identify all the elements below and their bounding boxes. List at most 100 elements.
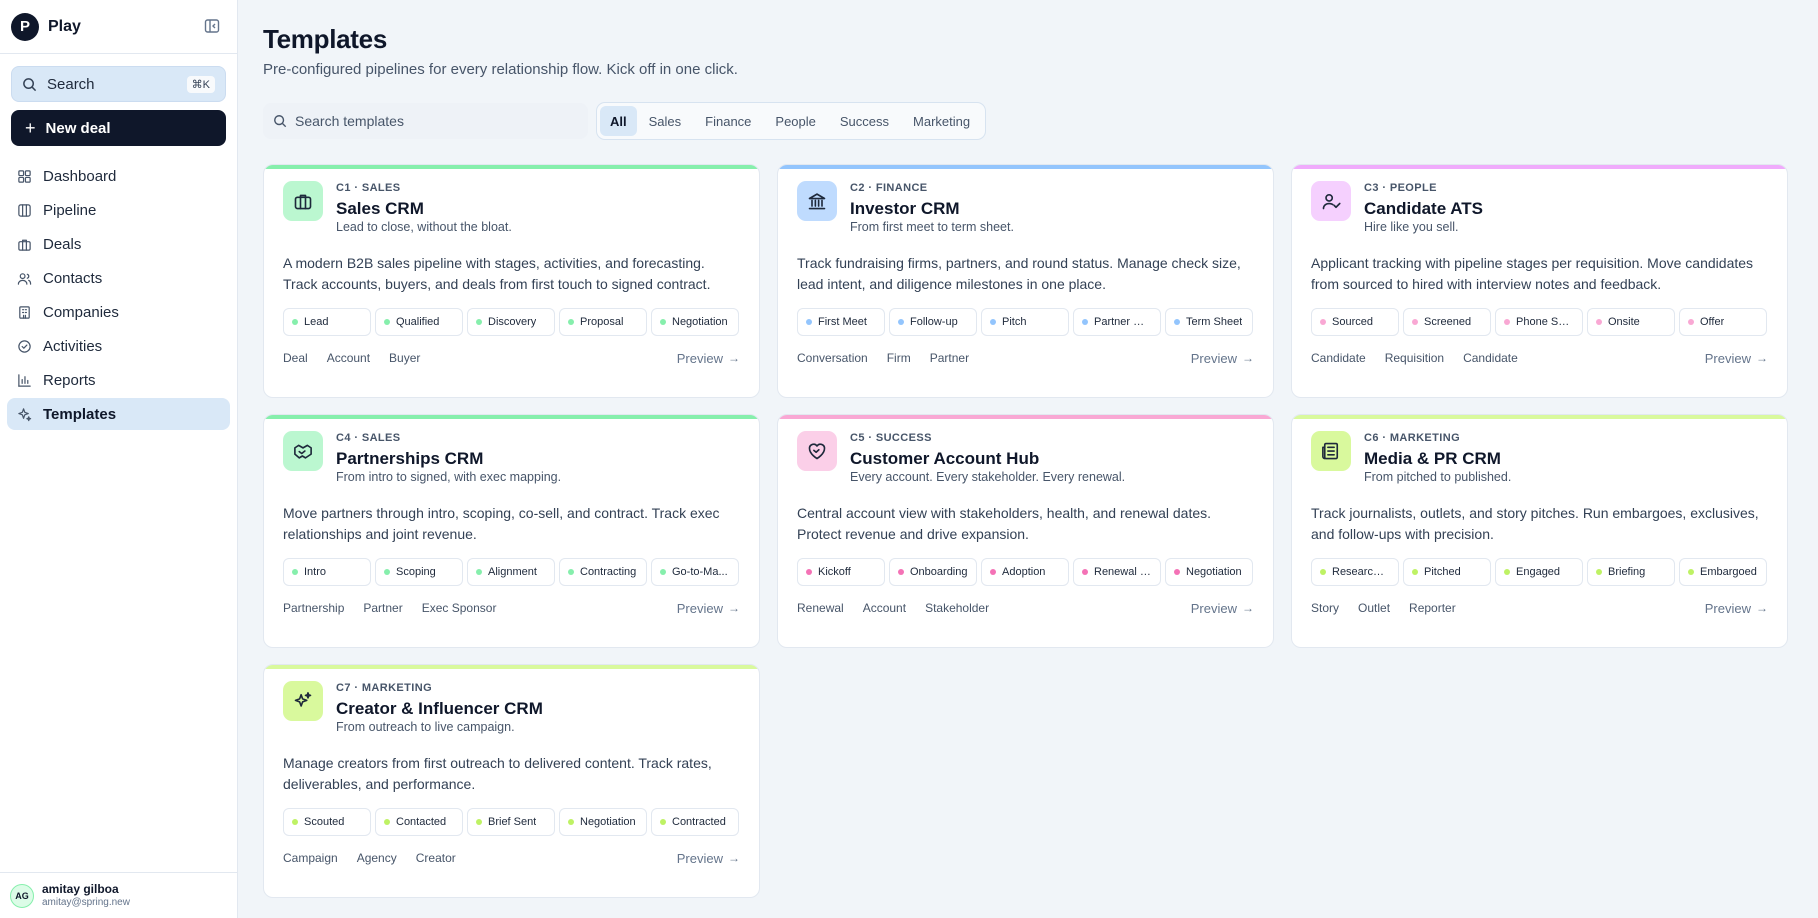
- preview-link[interactable]: Preview →: [1705, 601, 1768, 616]
- handshake-icon: [294, 444, 312, 459]
- search-icon: [23, 77, 37, 91]
- object-label: Renewal: [797, 601, 844, 615]
- stage-label: Embargoed: [1700, 566, 1757, 578]
- template-description: Applicant tracking with pipeline stages …: [1311, 255, 1754, 292]
- sidebar-item-companies[interactable]: Companies: [7, 296, 230, 328]
- sidebar-item-deals[interactable]: Deals: [7, 228, 230, 260]
- stage-chip: Proposal: [559, 308, 647, 336]
- stage-label: Contacted: [396, 816, 447, 828]
- stage-dot: [1174, 319, 1180, 325]
- template-card[interactable]: C3 · PEOPLE Candidate ATS Hire like you se…: [1291, 164, 1788, 398]
- tab-people[interactable]: People: [775, 113, 816, 129]
- stage-dot: [1688, 569, 1694, 575]
- new-deal-label: New deal: [45, 119, 111, 137]
- sidebar-item-label: Companies: [43, 303, 119, 321]
- stage-label: Follow-up: [910, 316, 958, 328]
- template-description: Track fundraising firms, partners, and r…: [797, 255, 1241, 292]
- main-content: Templates Pre-configured pipelines for e…: [238, 0, 1818, 918]
- template-search[interactable]: [263, 103, 588, 139]
- stage-dot: [660, 819, 666, 825]
- object-label: Firm: [886, 351, 911, 365]
- card-accent-bar: [1292, 415, 1787, 419]
- preview-link[interactable]: Preview →: [1191, 351, 1254, 366]
- stage-label: Negotiation: [1186, 566, 1242, 578]
- sidebar-item-templates[interactable]: Templates: [7, 398, 230, 430]
- template-description: Central account view with stakeholders, …: [797, 505, 1212, 542]
- template-tagline: Hire like you sell.: [1364, 220, 1459, 234]
- object-label: Candidate: [1311, 351, 1366, 365]
- stage-chip: First Meet: [797, 308, 885, 336]
- sidebar-item-contacts[interactable]: Contacts: [7, 262, 230, 294]
- stage-dot: [1174, 569, 1180, 575]
- users-icon: [17, 272, 32, 285]
- template-search-input[interactable]: [295, 113, 555, 129]
- sidebar-collapse-icon[interactable]: [204, 18, 220, 34]
- object-label: Reporter: [1409, 601, 1456, 615]
- template-icon-tile: [283, 181, 323, 221]
- stage-dot: [898, 319, 904, 325]
- template-code: C3 · PEOPLE: [1364, 182, 1437, 194]
- sidebar-item-activities[interactable]: Activities: [7, 330, 230, 362]
- sidebar-item-label: Deals: [43, 235, 82, 253]
- card-footer: Partnership Partner Exec Sponsor Preview →: [283, 598, 740, 618]
- preview-link[interactable]: Preview →: [1705, 351, 1768, 366]
- template-card[interactable]: C2 · FINANCE Investor CRM From first meet …: [777, 164, 1274, 398]
- preview-link[interactable]: Preview →: [677, 351, 740, 366]
- object-label: Creator: [415, 851, 456, 865]
- template-card[interactable]: C1 · SALES Sales CRM Lead to close, withou…: [263, 164, 760, 398]
- template-code: C1 · SALES: [336, 182, 401, 194]
- stage-label: Contracting: [580, 566, 637, 578]
- preview-label: Preview: [676, 600, 723, 616]
- template-card[interactable]: C6 · MARKETING Media & PR CRM From pitched…: [1291, 414, 1788, 648]
- arrow-right-icon: →: [728, 601, 740, 615]
- sidebar-item-dashboard[interactable]: Dashboard: [7, 160, 230, 192]
- stage-chip: Lead: [283, 308, 371, 336]
- sidebar-item-reports[interactable]: Reports: [7, 364, 230, 396]
- stage-chip: Onboarding: [889, 558, 977, 586]
- template-code: C4 · SALES: [336, 432, 401, 444]
- briefcase-icon: [294, 194, 312, 210]
- stage-list: Researching Pitched Engaged Briefing Embargo…: [1311, 558, 1768, 586]
- stage-label: Engaged: [1516, 566, 1561, 578]
- user-name: amitay gilboa: [42, 881, 119, 896]
- tab-marketing[interactable]: Marketing: [913, 113, 971, 129]
- preview-link[interactable]: Preview →: [677, 851, 740, 866]
- sidebar-item-label: Templates: [43, 405, 117, 423]
- preview-link[interactable]: Preview →: [677, 601, 740, 616]
- stage-chip: Negotiation: [1165, 558, 1253, 586]
- tab-all[interactable]: All: [600, 106, 637, 136]
- sparkles-icon: [294, 692, 312, 707]
- sidebar-item-label: Reports: [43, 371, 96, 389]
- search-shortcut-badge: ⌘K: [186, 75, 215, 93]
- page-title: Templates: [263, 24, 387, 54]
- stage-list: Sourced Screened Phone Scr... Onsite Offer: [1311, 308, 1768, 336]
- card-footer: Deal Account Buyer Preview →: [283, 348, 740, 368]
- template-card[interactable]: C4 · SALES Partnerships CRM From intro to …: [263, 414, 760, 648]
- stage-chip: Briefing: [1587, 558, 1675, 586]
- stage-chip: Scoping: [375, 558, 463, 586]
- user-profile[interactable]: AG amitay gilboa amitay@spring.new: [0, 872, 237, 918]
- object-label: Requisition: [1384, 351, 1445, 365]
- sidebar-search-button[interactable]: Search ⌘K: [11, 66, 226, 102]
- template-tagline: From pitched to published.: [1364, 470, 1512, 484]
- tab-success[interactable]: Success: [839, 113, 890, 129]
- arrow-right-icon: →: [1756, 351, 1768, 365]
- stage-dot: [806, 569, 812, 575]
- template-name: Candidate ATS: [1364, 199, 1484, 218]
- stage-label: Kickoff: [818, 566, 851, 578]
- preview-link[interactable]: Preview →: [1191, 601, 1254, 616]
- tab-finance[interactable]: Finance: [705, 113, 752, 129]
- stage-label: Researching: [1332, 566, 1390, 578]
- sidebar-item-pipeline[interactable]: Pipeline: [7, 194, 230, 226]
- stage-label: Screened: [1424, 316, 1472, 328]
- stage-dot: [1504, 569, 1510, 575]
- tab-sales[interactable]: Sales: [648, 113, 682, 129]
- template-card[interactable]: C7 · MARKETING Creator & Influencer CRM Fr…: [263, 664, 760, 898]
- object-label: Story: [1311, 601, 1340, 615]
- template-icon-tile: [1311, 181, 1351, 221]
- object-label: Deal: [283, 351, 308, 365]
- sidebar: P Play Search ⌘K + New deal Dashboard Pip…: [0, 0, 238, 918]
- stage-chip: Pitched: [1403, 558, 1491, 586]
- template-card[interactable]: C5 · SUCCESS Customer Account Hub Every ac…: [777, 414, 1274, 648]
- new-deal-button[interactable]: + New deal: [11, 110, 226, 146]
